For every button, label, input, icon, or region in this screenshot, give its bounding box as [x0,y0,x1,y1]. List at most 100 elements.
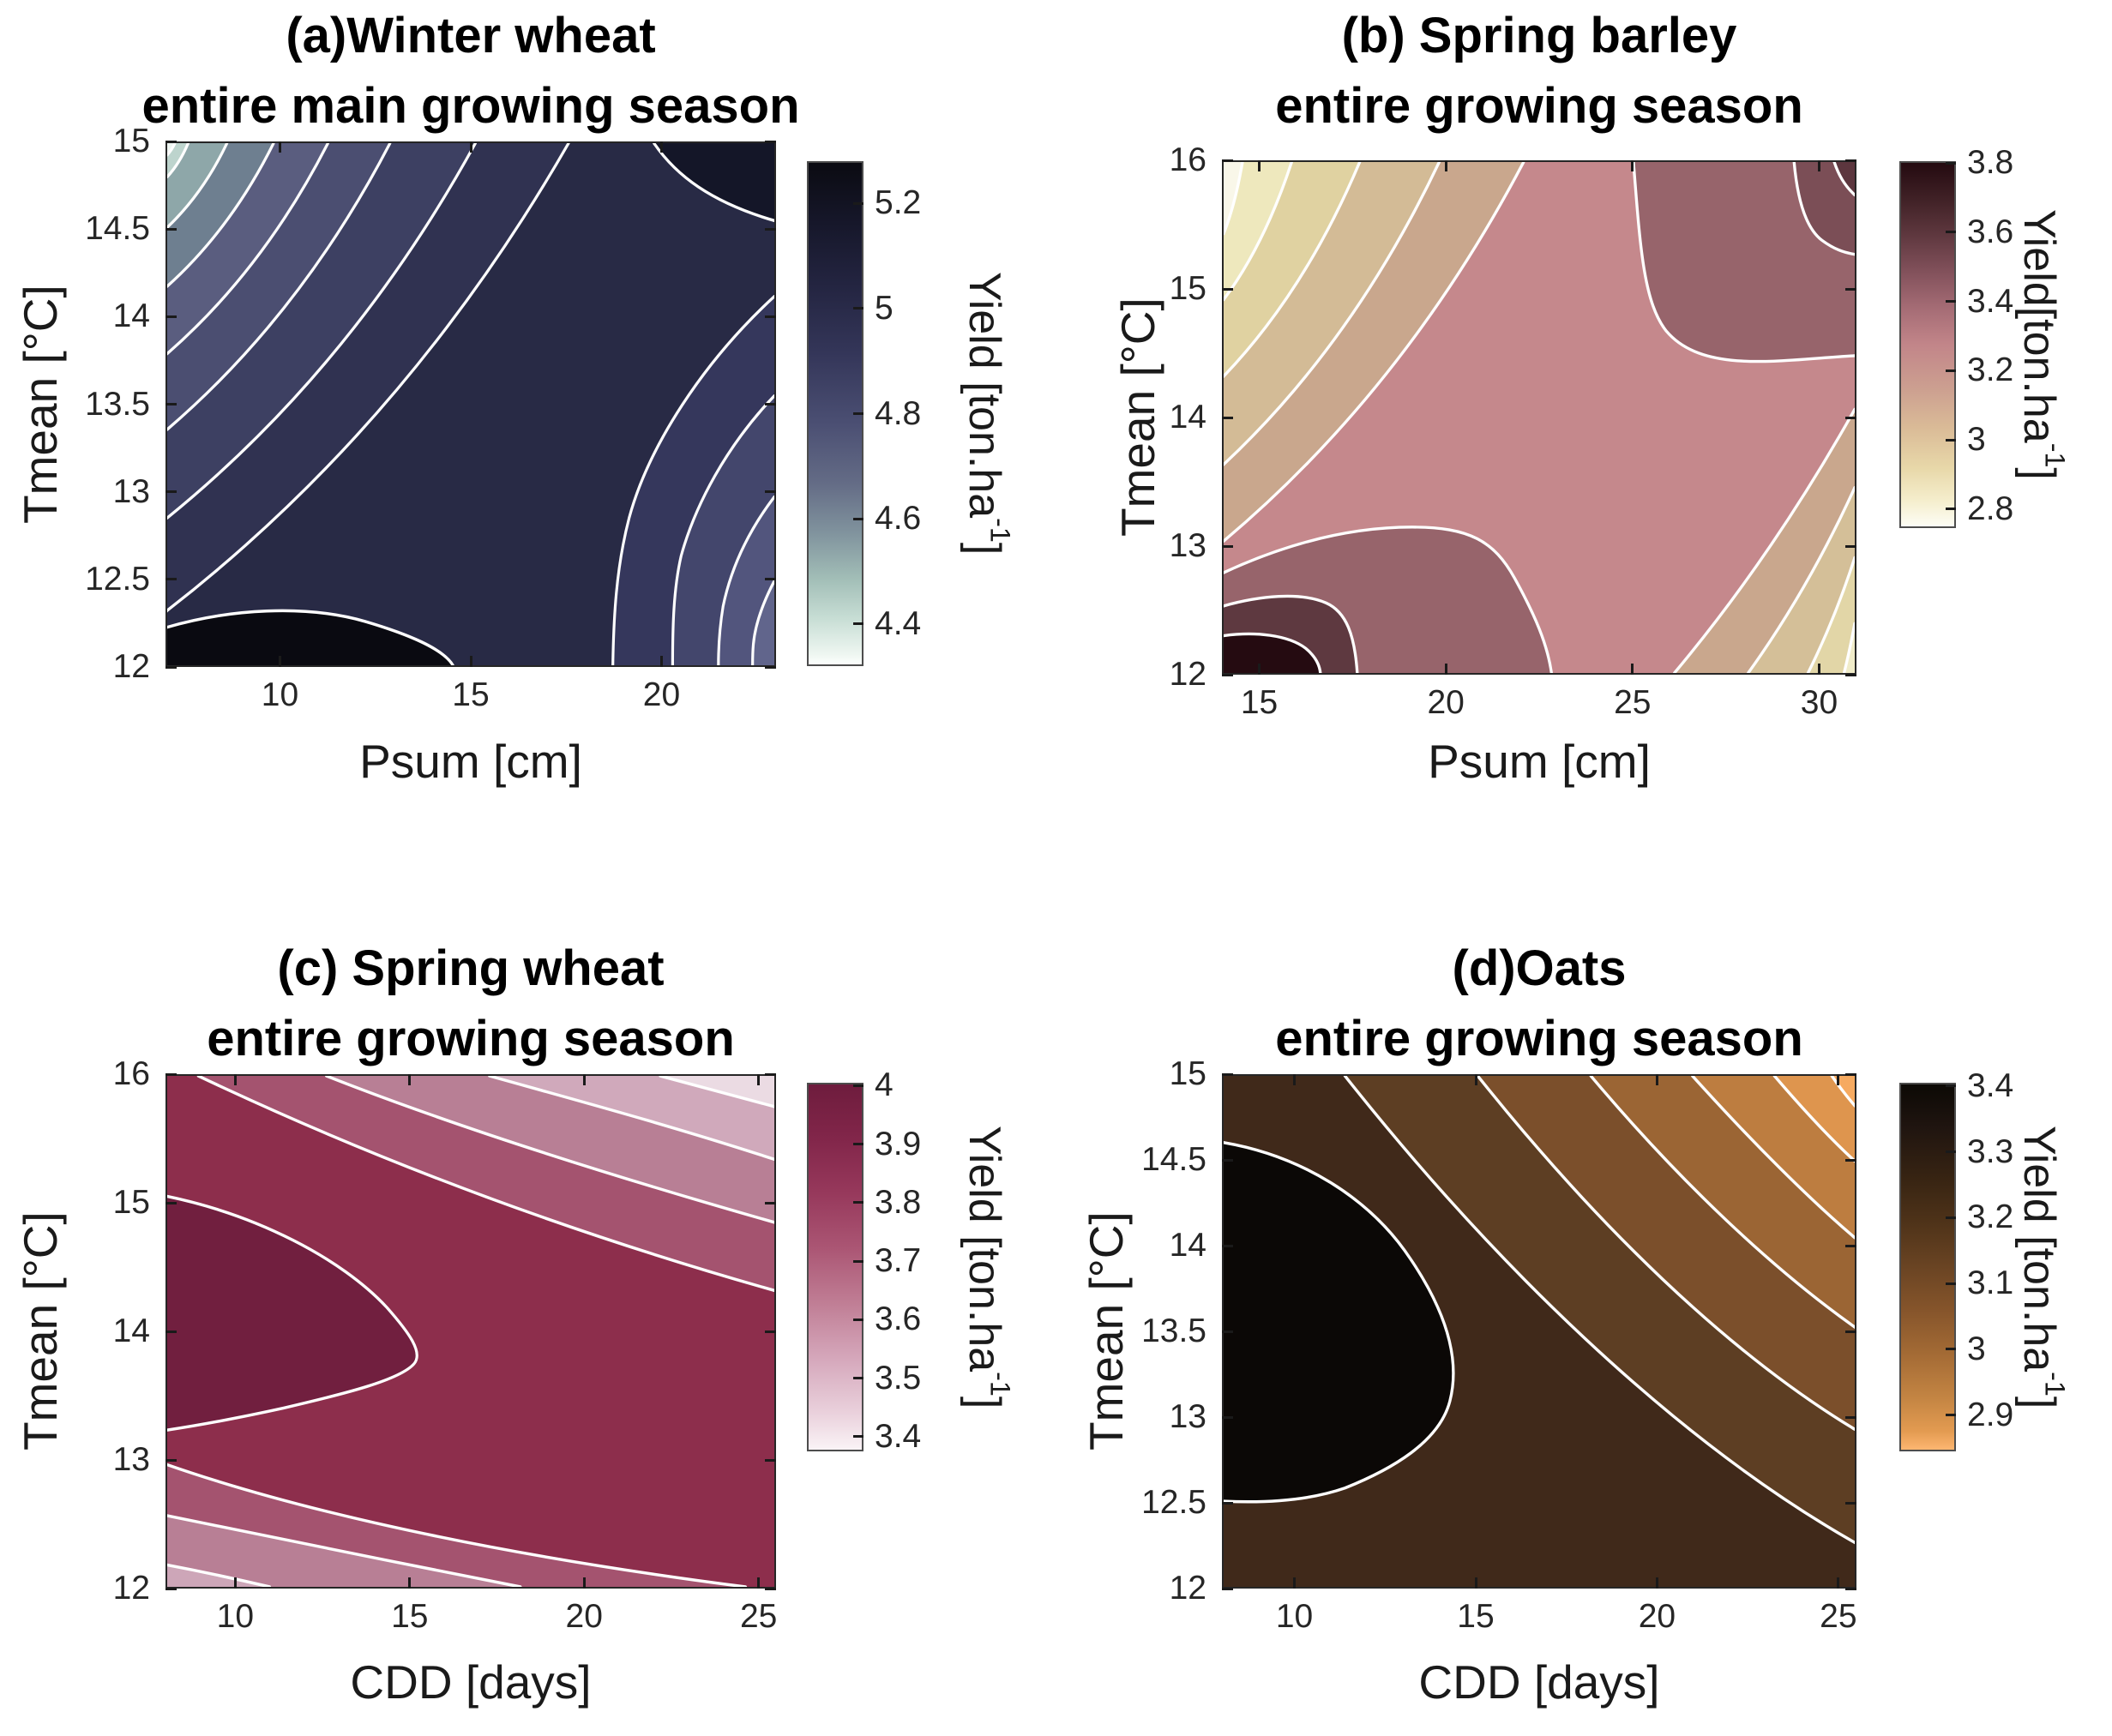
colorbar-tick-label: 3 [1967,421,1986,459]
y-tick-mark [1222,1244,1233,1247]
y-tick-mark [165,1330,177,1333]
x-tick-mark [1293,1577,1297,1589]
y-tick-mark [165,578,177,581]
x-tick-mark [469,656,472,667]
y-tick-label: 16 [1169,141,1206,178]
colorbar-tick-label: 3.9 [875,1125,922,1162]
colorbar-label-close: ] [960,1396,1009,1409]
x-tick-mark [1817,160,1820,171]
panel-b-title-line2: entire growing season [1275,78,1803,134]
y-tick-label: 15 [1169,270,1206,307]
x-tick-label: 25 [1614,684,1652,721]
colorbar-tick-label: 3.6 [875,1300,922,1338]
y-tick-mark [1222,1415,1233,1419]
y-tick-label: 13.5 [85,385,150,423]
y-tick-label: 14 [1169,399,1206,436]
colorbar-tick-mark [853,307,863,310]
y-tick-mark [765,140,776,143]
colorbar-label-text: Yield[ton.ha [2014,209,2064,443]
x-tick-mark [1444,160,1447,171]
panel-b-x-axis-label: Psum [cm] [1428,735,1651,788]
y-tick-mark [1222,1587,1233,1590]
x-tick-label: 15 [1240,684,1279,721]
panel-a-title-line2: entire main growing season [141,78,800,134]
y-tick-mark [1845,1158,1856,1162]
y-tick-mark [1222,544,1233,548]
x-tick-label: 20 [642,676,681,713]
panel-d-colorbar-label: Yield [ton.ha-1] [2013,967,2070,1567]
colorbar-tick-label: 3.8 [1967,144,2014,182]
panel-d-contour-plot [1222,1074,1856,1589]
panel-a-title-line1: (a)Winter wheat [286,8,656,63]
colorbar-tick-label: 3.4 [1967,1066,2014,1104]
y-tick-mark [1845,159,1856,162]
colorbar-tick-label: 3.4 [1967,282,2014,320]
colorbar-tick-mark [1946,369,1956,372]
x-tick-label: 20 [1638,1598,1676,1635]
y-tick-mark [765,315,776,318]
colorbar-tick-label: 3.5 [875,1359,922,1397]
x-tick-mark [1258,664,1261,675]
x-tick-mark [757,1577,761,1589]
y-tick-label: 13 [112,472,150,510]
panel-a-colorbar-label: Yield [ton.ha-1] [959,113,1015,713]
x-tick-mark [233,1074,237,1085]
y-tick-mark [1845,287,1856,291]
y-tick-mark [1222,1330,1233,1333]
y-tick-mark [165,403,177,405]
y-tick-mark [765,227,776,231]
panel-d-colorbar [1899,1083,1956,1451]
x-tick-label: 20 [1427,684,1465,721]
panel-a-x-axis-label: Psum [cm] [359,735,582,788]
panel-c-title-line1: (c) Spring wheat [277,940,665,996]
y-tick-mark [165,665,177,669]
y-tick-mark [165,227,177,231]
panel-b-title-line1: (b) Spring barley [1341,8,1737,63]
y-tick-mark [1845,1501,1856,1505]
colorbar-tick-label: 3.2 [1967,351,2014,389]
x-tick-mark [1655,1577,1658,1589]
y-tick-mark [765,1458,776,1462]
x-tick-label: 15 [452,676,490,713]
colorbar-tick-mark [853,517,863,520]
colorbar-tick-label: 4.8 [875,394,922,432]
x-tick-mark [279,656,281,667]
y-tick-mark [765,1330,776,1333]
y-tick-label: 13 [1169,1398,1206,1435]
colorbar-tick-label: 3.7 [875,1242,922,1280]
colorbar-tick-mark [853,1259,863,1263]
y-tick-label: 15 [112,1184,150,1221]
colorbar-label-sup: -1 [2039,1372,2071,1397]
colorbar-tick-mark [1946,161,1956,165]
x-tick-label: 10 [216,1598,255,1635]
panel-c-title-line2: entire growing season [207,1011,735,1066]
y-tick-mark [1845,673,1856,676]
y-tick-mark [1222,1158,1233,1162]
y-tick-mark [165,490,177,494]
colorbar-tick-mark [1946,1414,1956,1417]
y-tick-mark [1845,1330,1856,1333]
colorbar-tick-mark [853,1377,863,1380]
x-tick-mark [660,656,663,667]
y-tick-label: 12 [112,648,150,685]
y-tick-label: 13 [112,1441,150,1478]
x-tick-label: 15 [1457,1598,1495,1635]
colorbar-label-close: ] [2014,1396,2064,1409]
colorbar-label-text: Yield [ton.ha [960,271,1009,519]
colorbar-tick-mark [1946,1282,1956,1285]
y-tick-mark [1845,544,1856,548]
panel-c-colorbar-label: Yield [ton.ha-1] [959,967,1015,1567]
x-tick-mark [1837,1074,1840,1085]
y-tick-mark [165,1458,177,1462]
y-tick-label: 12 [1169,656,1206,693]
x-tick-mark [233,1577,237,1589]
colorbar-tick-label: 3 [1967,1330,1986,1367]
colorbar-tick-label: 5 [875,289,894,327]
x-tick-mark [757,1074,761,1085]
x-tick-label: 20 [565,1598,603,1635]
x-tick-mark [408,1577,412,1589]
y-tick-mark [1222,1501,1233,1505]
colorbar-tick-mark [853,1318,863,1321]
panel-d-x-axis-label: CDD [days] [1418,1655,1660,1709]
